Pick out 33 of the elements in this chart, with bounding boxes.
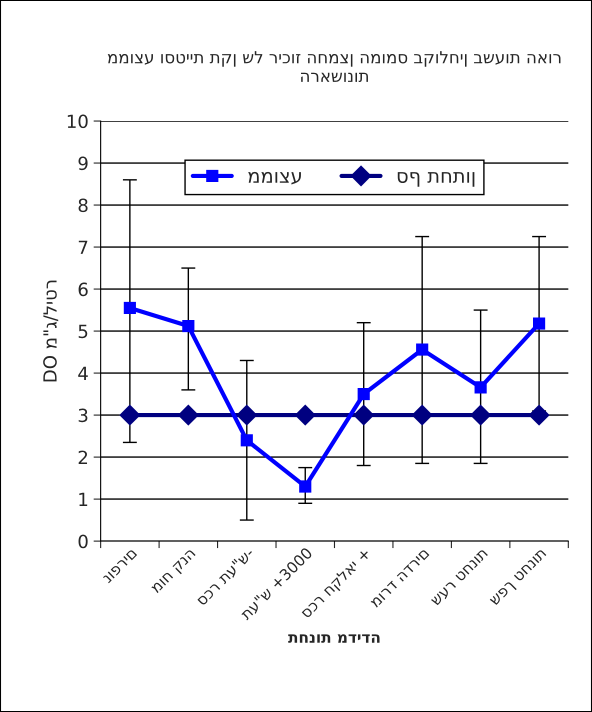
point bbox=[299, 480, 312, 493]
point bbox=[416, 343, 428, 356]
y-tick-label: 9 bbox=[78, 156, 88, 170]
y-tick-label: 10 bbox=[68, 114, 88, 128]
y-tick-label: 0 bbox=[78, 534, 88, 548]
point bbox=[412, 404, 433, 426]
y-tick-label: 5 bbox=[78, 324, 88, 338]
chart-title: ממוצע וסטיית תקן של ריכוז החמצן המומס בקולחין בשעות האור הראשונות bbox=[108, 51, 560, 82]
point bbox=[528, 404, 550, 426]
y-tick-label: 1 bbox=[79, 492, 88, 506]
point bbox=[353, 404, 374, 426]
y-tick-label: 7 bbox=[78, 240, 88, 254]
y-tick-label: 8 bbox=[78, 198, 88, 212]
legend-label: סף תחתון bbox=[398, 172, 474, 187]
point bbox=[470, 404, 491, 426]
legend-label: ממוצע bbox=[248, 172, 301, 185]
x-axis-title: תחנות מדידה bbox=[288, 634, 380, 643]
point bbox=[240, 434, 253, 446]
point bbox=[120, 404, 140, 426]
point bbox=[124, 302, 136, 314]
y-tick-label: 2 bbox=[78, 450, 88, 464]
point bbox=[236, 404, 258, 426]
point bbox=[178, 404, 199, 426]
point bbox=[474, 381, 487, 394]
point bbox=[294, 404, 316, 426]
y-axis-title: DO מ"ג/ליטר bbox=[43, 280, 58, 382]
x-tick-label: מוח קנה bbox=[151, 549, 198, 596]
y-tick-label: 4 bbox=[78, 366, 88, 380]
y-tick-label: 6 bbox=[78, 282, 88, 296]
point bbox=[533, 317, 546, 330]
y-tick-label: 3 bbox=[78, 408, 88, 422]
point bbox=[358, 388, 370, 400]
point bbox=[182, 320, 194, 332]
